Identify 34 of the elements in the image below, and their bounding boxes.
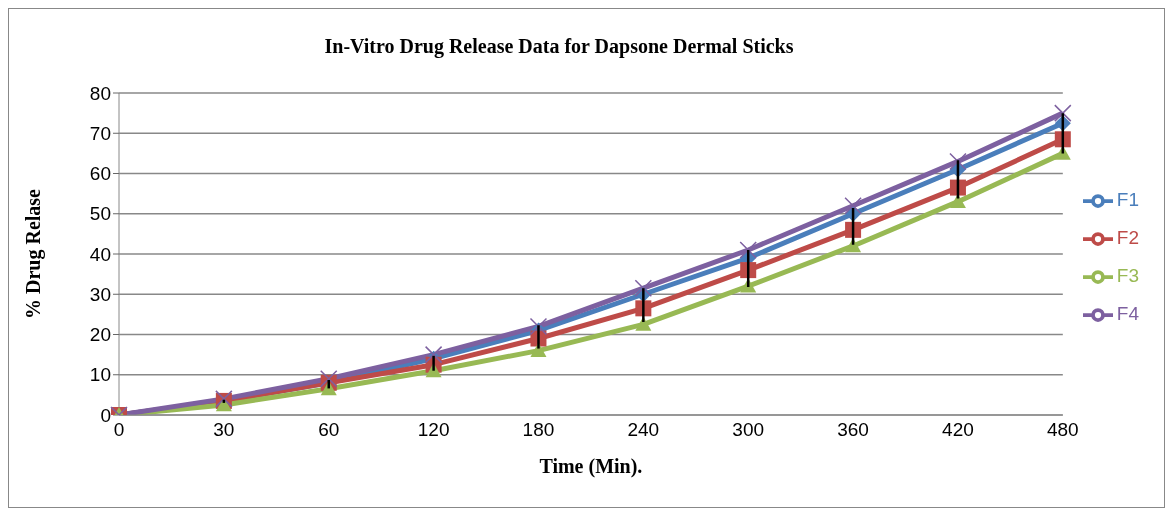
x-tick-label: 420: [942, 419, 974, 441]
legend-label: F2: [1116, 227, 1139, 248]
y-tick-label: 10: [89, 364, 111, 386]
x-tick-label: 0: [113, 419, 125, 441]
y-tick-label: 20: [89, 324, 111, 346]
y-tick-label: 80: [89, 82, 111, 104]
y-tick-label: 40: [89, 243, 111, 265]
x-tick-label: 180: [522, 419, 555, 441]
legend-label: F3: [1116, 265, 1139, 286]
y-tick-label: 0: [100, 404, 111, 426]
point: [529, 317, 548, 336]
x-tick-label: 300: [732, 419, 765, 441]
y-tick-label: 50: [89, 203, 111, 225]
y-tick-label: 30: [89, 283, 111, 305]
point: [319, 370, 338, 388]
point: [424, 345, 443, 364]
y-tick-label: 60: [89, 163, 111, 185]
x-tick-label: 240: [627, 419, 660, 441]
point: [739, 241, 757, 259]
point: [949, 152, 967, 171]
chart-title: In-Vitro Drug Release Data for Dapsone Dermal Sticks: [323, 35, 795, 58]
y-tick-label: 70: [89, 122, 111, 144]
point: [844, 196, 862, 215]
legend-label: F4: [1116, 303, 1139, 324]
x-tick-label: 360: [837, 419, 869, 441]
legend-label: F1: [1116, 189, 1139, 210]
x-tick-label: 30: [213, 419, 235, 441]
x-axis-title: Time (Min).: [539, 455, 643, 478]
point: [634, 279, 653, 297]
x-tick-label: 60: [318, 419, 340, 441]
y-axis-title: % Drug Relase: [22, 188, 46, 319]
point: [1054, 104, 1072, 122]
x-tick-label: 120: [417, 419, 450, 441]
x-tick-label: 480: [1046, 419, 1079, 441]
